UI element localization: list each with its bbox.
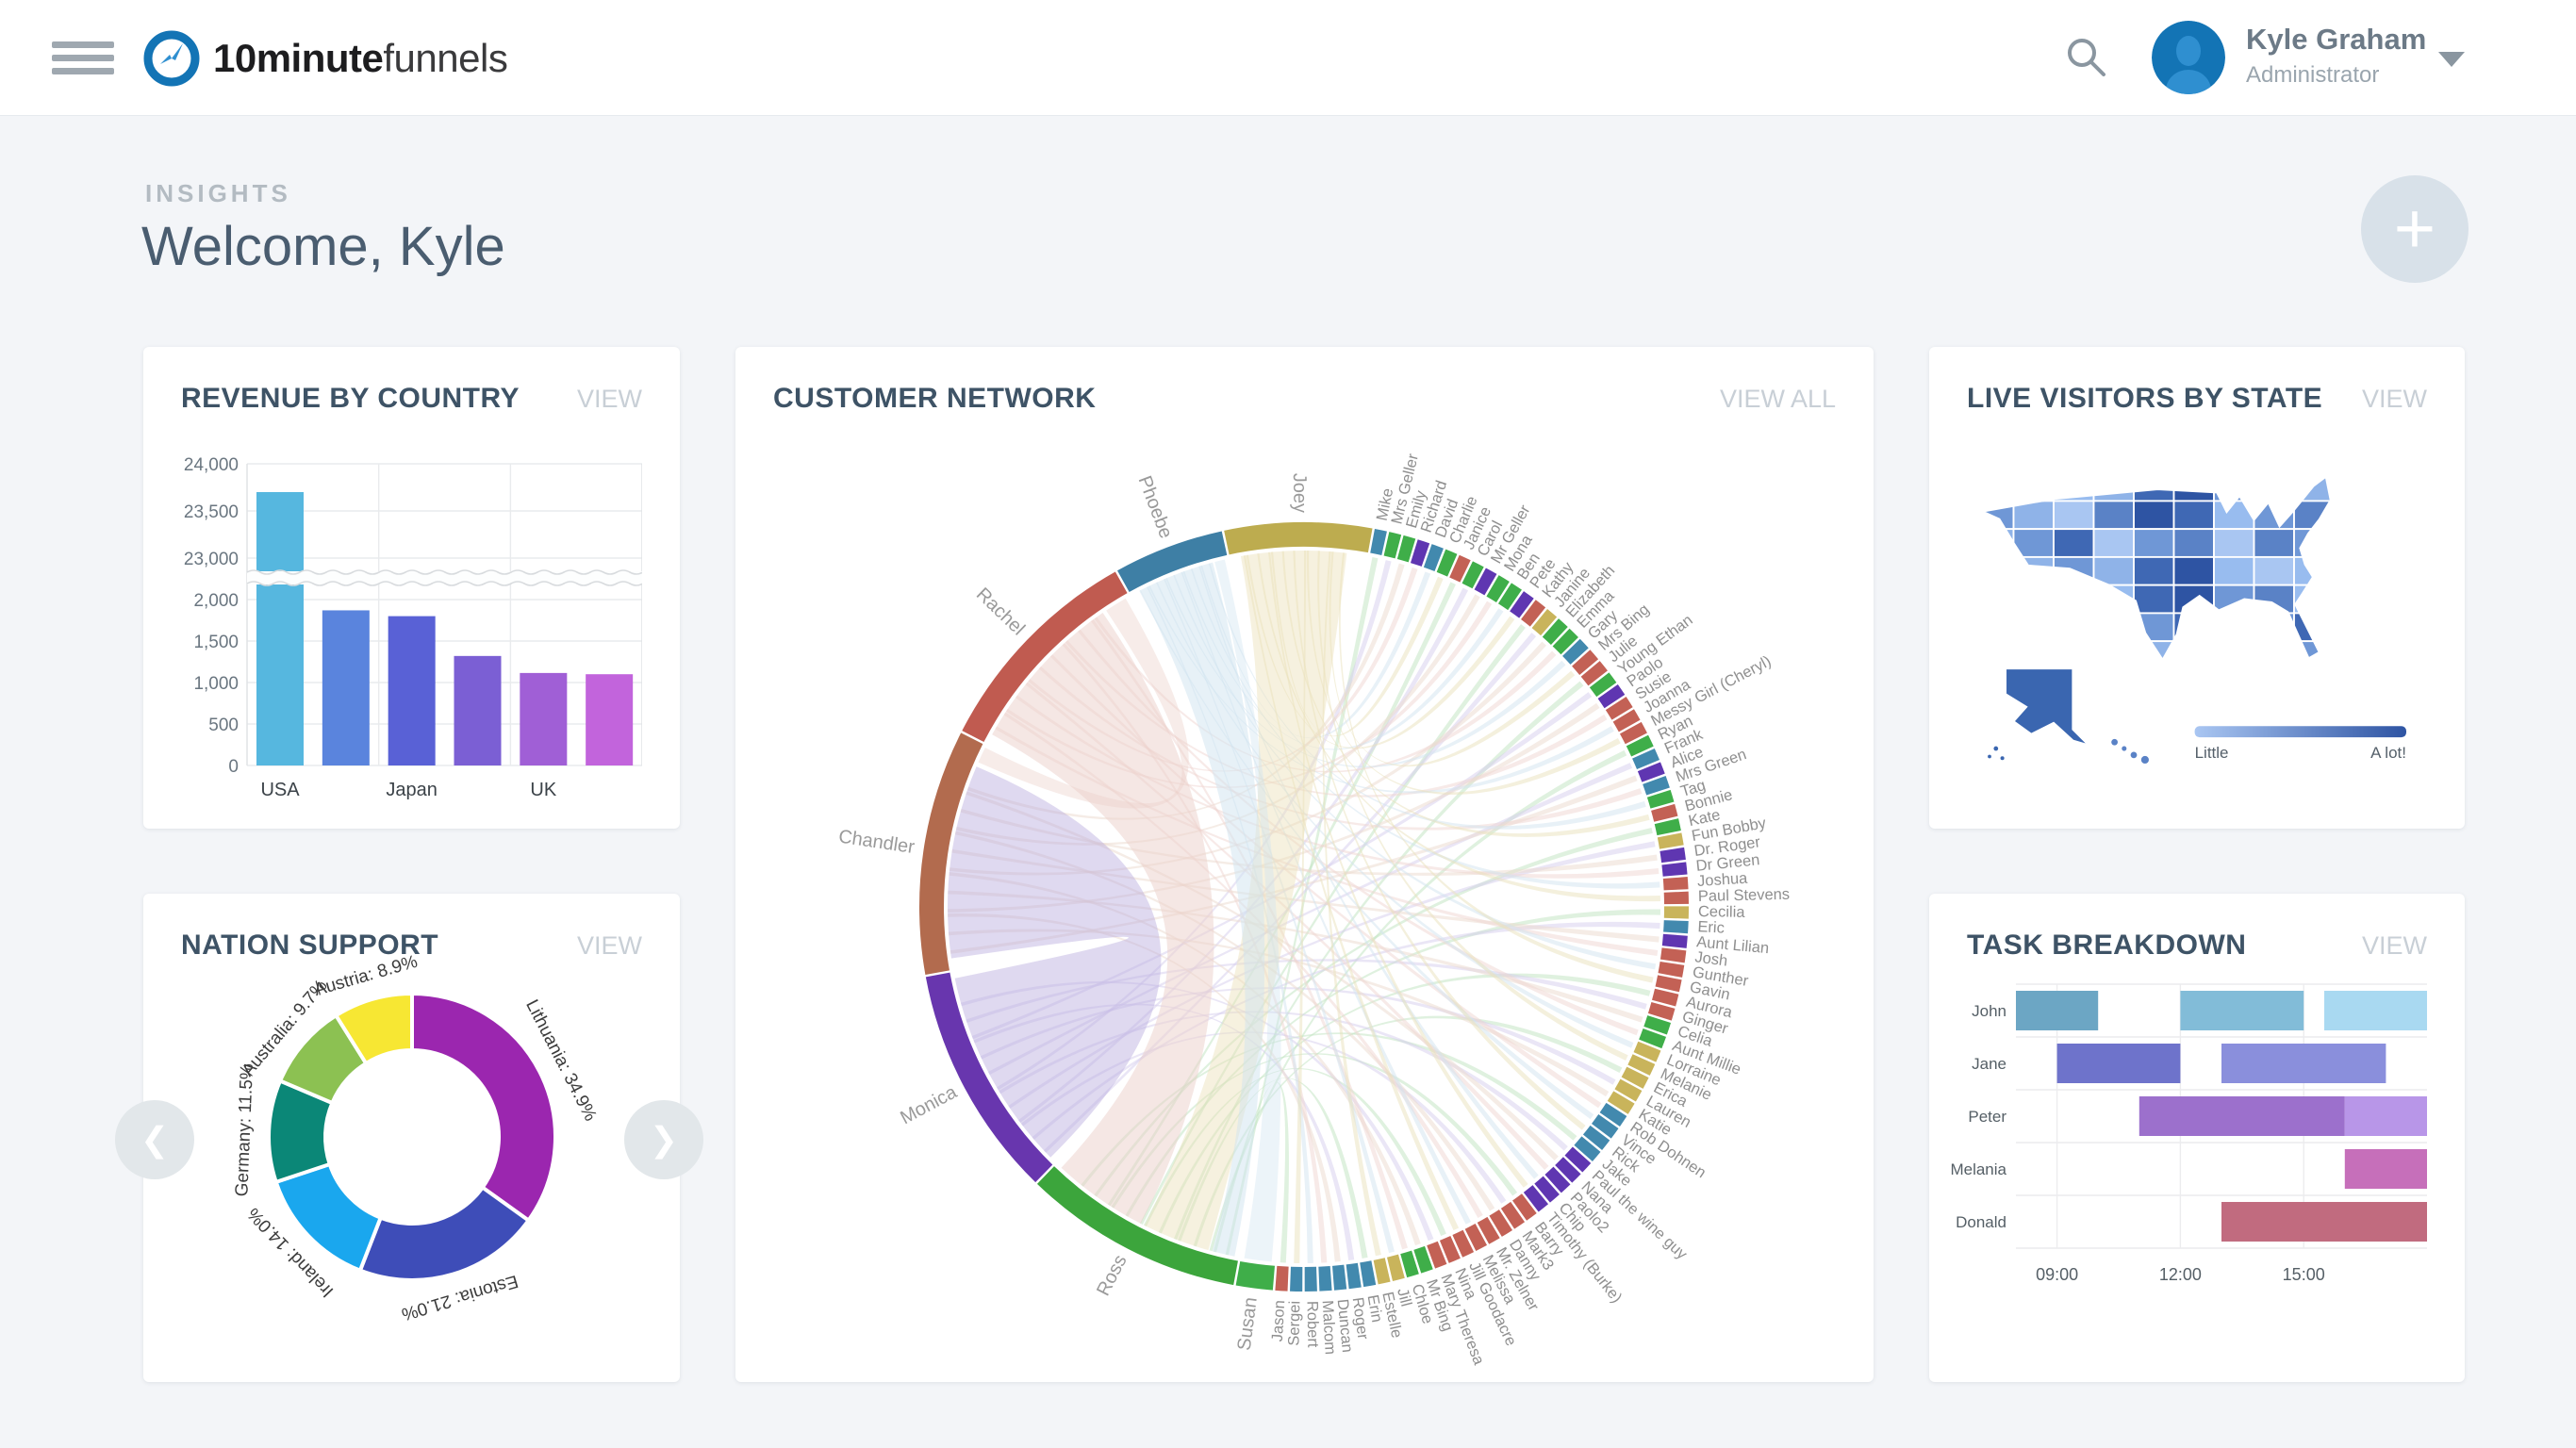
svg-text:Erin: Erin	[1364, 1293, 1386, 1324]
svg-text:Joshua: Joshua	[1697, 870, 1749, 890]
carousel-next-icon[interactable]: ❯	[624, 1100, 703, 1179]
svg-text:Paul Stevens: Paul Stevens	[1698, 886, 1791, 905]
view-all-link[interactable]: VIEW ALL	[1719, 385, 1836, 413]
card-task-breakdown: TASK BREAKDOWN VIEW 09:00 12:00 15:00 John J…	[1929, 894, 2465, 1382]
svg-text:23,500: 23,500	[184, 502, 239, 522]
brand-bold: 10minute	[213, 36, 384, 80]
us-choropleth-map[interactable]: Little A lot!	[1957, 428, 2438, 792]
user-name: Kyle Graham	[2246, 23, 2427, 56]
page-title: Welcome, Kyle	[141, 216, 505, 277]
svg-text:Malcom: Malcom	[1319, 1300, 1339, 1356]
svg-text:Roger: Roger	[1349, 1296, 1372, 1341]
svg-text:15:00: 15:00	[2283, 1265, 2325, 1284]
carousel-prev-icon[interactable]: ❮	[115, 1100, 194, 1179]
nation-support-donut-chart[interactable]: Lithuania: 34.9%Estonia: 21.0%Ireland: 1…	[143, 931, 680, 1382]
task-breakdown-gantt-chart[interactable]: 09:00 12:00 15:00 John Jane Peter Melania Donal…	[1929, 946, 2465, 1352]
svg-text:Josh: Josh	[1693, 948, 1728, 969]
user-avatar[interactable]	[2152, 21, 2225, 94]
svg-text:Ross: Ross	[1093, 1252, 1131, 1300]
view-link[interactable]: VIEW	[2361, 385, 2427, 413]
svg-text:23,000: 23,000	[184, 550, 239, 569]
svg-text:John: John	[1972, 1002, 2006, 1020]
brand-logo[interactable]: 10minutefunnels	[141, 28, 508, 89]
svg-text:Chandler: Chandler	[837, 826, 916, 858]
user-block[interactable]: Kyle Graham Administrator	[2246, 23, 2426, 89]
card-title: CUSTOMER NETWORK	[773, 383, 1097, 414]
svg-text:Donald: Donald	[1956, 1213, 2006, 1231]
svg-text:Sergei: Sergei	[1285, 1301, 1303, 1346]
card-live-visitors-by-state: LIVE VISITORS BY STATE VIEW Little A lot!	[1929, 347, 2465, 829]
add-button[interactable]: +	[2361, 175, 2469, 283]
svg-text:24,000: 24,000	[184, 455, 239, 475]
card-title: LIVE VISITORS BY STATE	[1967, 383, 2323, 414]
revenue-bar-chart[interactable]: 0 500 1,000 1,500 2,000 23,000 23,500 24,000 USA…	[181, 417, 642, 813]
svg-text:2,000: 2,000	[193, 591, 239, 611]
hamburger-menu-icon[interactable]	[52, 41, 114, 75]
svg-text:Joey: Joey	[1289, 473, 1311, 514]
svg-text:0: 0	[228, 757, 239, 777]
svg-text:Germany: 11.5%: Germany: 11.5%	[232, 1063, 257, 1197]
brand-text: 10minutefunnels	[213, 36, 508, 81]
card-title: REVENUE BY COUNTRY	[181, 383, 520, 414]
view-link[interactable]: VIEW	[2361, 931, 2427, 960]
breadcrumb: INSIGHTS	[145, 179, 291, 207]
svg-text:Phoebe: Phoebe	[1134, 473, 1177, 541]
svg-text:USA: USA	[260, 780, 300, 800]
svg-text:Rachel: Rachel	[972, 584, 1029, 639]
svg-text:UK: UK	[530, 780, 556, 800]
svg-text:1,000: 1,000	[193, 674, 239, 694]
svg-text:Monica: Monica	[897, 1081, 961, 1128]
svg-text:Eric: Eric	[1697, 918, 1725, 936]
svg-text:A lot!: A lot!	[2370, 744, 2406, 762]
navbar: 10minutefunnels Kyle Graham Administrato…	[0, 0, 2576, 116]
user-role: Administrator	[2246, 62, 2380, 88]
search-icon[interactable]	[2063, 34, 2108, 79]
svg-text:Japan: Japan	[386, 780, 438, 800]
svg-text:09:00: 09:00	[2036, 1265, 2078, 1284]
view-link[interactable]: VIEW	[576, 931, 642, 960]
svg-text:Duncan: Duncan	[1334, 1298, 1356, 1353]
svg-text:Jill: Jill	[1394, 1287, 1414, 1308]
svg-text:Jason: Jason	[1269, 1300, 1289, 1342]
card-title: NATION SUPPORT	[181, 930, 439, 961]
clock-logo-icon	[143, 30, 200, 87]
avatar-person-icon	[2152, 21, 2225, 94]
view-link[interactable]: VIEW	[576, 385, 642, 413]
card-nation-support: NATION SUPPORT VIEW Lithuania: 34.9% Esto…	[143, 894, 680, 1382]
svg-text:Susan: Susan	[1234, 1296, 1262, 1352]
card-title: TASK BREAKDOWN	[1967, 930, 2247, 961]
card-revenue-by-country: REVENUE BY COUNTRY VIEW 0 500 1,000 1,500 2,…	[143, 347, 680, 829]
svg-text:Little: Little	[2195, 744, 2229, 762]
chevron-down-icon[interactable]	[2438, 52, 2465, 67]
svg-text:Robert: Robert	[1303, 1301, 1321, 1348]
svg-text:Jane: Jane	[1972, 1055, 2006, 1073]
svg-text:500: 500	[208, 716, 239, 735]
svg-text:Peter: Peter	[1968, 1108, 2006, 1126]
svg-text:1,500: 1,500	[193, 633, 239, 652]
svg-text:Melania: Melania	[1950, 1160, 2006, 1178]
brand-light: funnels	[383, 36, 508, 80]
svg-text:Cecilia: Cecilia	[1698, 903, 1746, 921]
svg-text:12:00: 12:00	[2159, 1265, 2202, 1284]
card-customer-network: CUSTOMER NETWORK VIEW ALL Joey Mike Mrs Ge…	[735, 347, 1874, 1382]
